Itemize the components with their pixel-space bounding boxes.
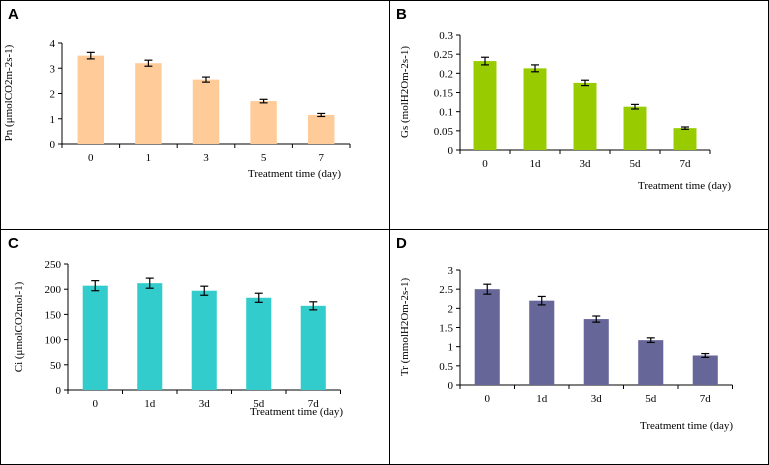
x-tick-label: 1d <box>530 158 542 170</box>
y-tick-label: 4 <box>50 38 56 50</box>
bar <box>523 68 547 150</box>
y-tick-label: 100 <box>45 335 62 347</box>
y-axis-title: Tr (mmolH2Om-2s-1) <box>399 278 411 377</box>
bar <box>623 106 647 150</box>
y-tick-label: 0 <box>448 380 454 392</box>
panel-label: A <box>8 6 19 23</box>
chart-panels: A 0 1 2 3 4 0 1 3 5 7 Treatment time (day) Pn (μmolC… <box>3 6 733 432</box>
y-tick-label: 3 <box>448 265 454 277</box>
bar <box>135 63 162 145</box>
x-tick-label: 7d <box>700 393 712 405</box>
bar <box>307 114 335 144</box>
bar <box>583 319 609 385</box>
y-tick-label: 2 <box>50 89 56 101</box>
x-tick-label: 7d <box>308 398 320 410</box>
chart-panel-b: B 0 0.05 0.1 0.15 0.2 0.25 0.3 0 1d 3d 5d 7d Treatmen… <box>396 6 731 192</box>
bar <box>638 340 664 385</box>
x-tick-label: 0 <box>88 152 94 164</box>
bar <box>529 300 555 385</box>
bar <box>77 55 105 144</box>
bar <box>137 283 163 390</box>
y-tick-label: 0 <box>50 139 56 151</box>
x-tick-label: 3 <box>203 152 209 164</box>
bar <box>82 285 108 390</box>
y-tick-label: 2.5 <box>439 284 453 296</box>
x-tick-label: 3d <box>199 398 211 410</box>
x-axis-title: Treatment time (day) <box>640 420 733 432</box>
y-tick-label: 0.2 <box>439 68 453 80</box>
bar <box>573 82 597 150</box>
chart-panel-d: D 0 0.5 1 1.5 2 2.5 3 0 1d 3d 5d 7d Treatment time (d… <box>396 235 733 432</box>
y-tick-label: 250 <box>45 259 62 271</box>
y-axis-title: Ci (μmolCO2mol-1) <box>13 281 25 372</box>
bar <box>192 79 220 144</box>
y-tick-label: 200 <box>45 284 62 296</box>
chart-panel-a: A 0 1 2 3 4 0 1 3 5 7 Treatment time (day) Pn (μmolC… <box>3 6 351 180</box>
y-axis-title: Gs (molH2Om-2s-1) <box>399 46 411 138</box>
y-tick-label: 150 <box>45 309 62 321</box>
x-tick-label: 1 <box>146 152 152 164</box>
x-tick-label: 5 <box>261 152 267 164</box>
y-tick-label: 0.15 <box>434 88 454 100</box>
panel-label: D <box>396 235 407 252</box>
y-tick-label: 0.5 <box>439 361 453 373</box>
y-tick-label: 0.3 <box>439 30 453 42</box>
y-tick-label: 1 <box>448 342 454 354</box>
y-tick-label: 2 <box>448 303 454 315</box>
bar <box>474 289 500 385</box>
y-tick-label: 0 <box>448 145 454 157</box>
y-tick-label: 0.25 <box>434 49 454 61</box>
y-tick-label: 50 <box>50 360 62 372</box>
y-tick-label: 3 <box>50 63 56 75</box>
x-tick-label: 7d <box>680 158 692 170</box>
bar <box>191 290 217 390</box>
x-tick-label: 3d <box>580 158 592 170</box>
x-tick-label: 3d <box>591 393 603 405</box>
x-tick-label: 5d <box>630 158 642 170</box>
x-axis-title: Treatment time (day) <box>250 406 343 418</box>
panel-label: C <box>8 235 19 252</box>
x-tick-label: 1d <box>536 393 548 405</box>
x-tick-label: 7 <box>318 152 324 164</box>
panel-label: B <box>396 6 407 23</box>
bar <box>673 128 697 150</box>
bar <box>250 101 277 144</box>
y-tick-label: 1 <box>50 114 56 126</box>
bar <box>246 297 272 390</box>
bar <box>692 355 718 385</box>
bar <box>300 305 326 390</box>
x-tick-label: 0 <box>93 398 99 410</box>
y-tick-label: 1.5 <box>439 323 453 335</box>
y-tick-label: 0 <box>56 385 62 397</box>
bar <box>473 61 497 150</box>
x-tick-label: 5d <box>645 393 657 405</box>
y-tick-label: 0.1 <box>439 107 453 119</box>
x-tick-label: 5d <box>253 398 265 410</box>
y-axis-title: Pn (μmolCO2m-2s-1) <box>3 44 15 141</box>
x-axis-title: Treatment time (day) <box>638 180 731 192</box>
x-tick-label: 0 <box>485 393 491 405</box>
x-tick-label: 1d <box>144 398 156 410</box>
y-tick-label: 0.05 <box>434 126 454 138</box>
x-tick-label: 0 <box>482 158 488 170</box>
x-axis-title: Treatment time (day) <box>248 168 341 180</box>
